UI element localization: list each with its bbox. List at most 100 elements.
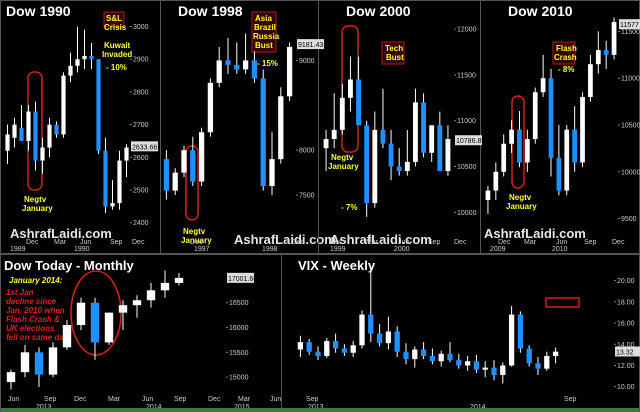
dow2010-last-value-box: [619, 19, 640, 30]
dow2000-candle-4: [356, 79, 361, 126]
dow1990-ytick-label-2: 2800: [133, 89, 149, 96]
dow2010-ytick-label-2: 10500: [621, 123, 640, 130]
annotation-minus-10: - 10%: [106, 63, 127, 72]
dow2000-candle-3: [348, 79, 353, 98]
dow2010-xtick-label-0: Dec: [498, 239, 511, 246]
dow1998-candle-2: [181, 150, 187, 173]
axes-layer: 3000 2900 2800 2700 2600 2500 2400 2633.66 Dec Ma…: [1, 19, 640, 412]
dow1990-candle-2: [19, 127, 24, 141]
annotation-asia-brazil-russia-bust: Asia Brazil Russia Bust: [253, 14, 280, 50]
dow2000-candle-0: [323, 139, 329, 149]
dow2000-last-value-box: [455, 135, 482, 146]
dow2010-candle-5: [524, 139, 530, 163]
annotation-sl-crisis: S&L Crisis: [104, 14, 127, 32]
dow1998-candle-8: [234, 64, 240, 70]
dow1990-candle-13: [96, 59, 101, 151]
candles-layer: [5, 17, 617, 390]
dow1990-ytick-label-5: 2500: [133, 188, 149, 195]
dow1998-candle-0: [163, 159, 170, 191]
vix-candle-23: [500, 365, 506, 376]
dow1990-candle-11: [82, 55, 87, 60]
dow2000-candle-11: [413, 102, 418, 162]
dowtoday-candle-6: [90, 302, 100, 343]
vix-candle-16: [438, 353, 444, 362]
dow1990-ytick-label-6: 2400: [133, 220, 149, 227]
axis-dow2010: 11500 11000 10500 10000 9500 11577 Dec Mar Jun Se…: [490, 19, 640, 253]
dow2000-candle-12: [421, 102, 426, 153]
annotation-minus-15: - 15%: [257, 59, 278, 68]
dowtoday-xtick-label-2: Dec: [74, 396, 87, 403]
dow1998-xtick-label-0: Dec: [190, 239, 203, 246]
dow2010-candle-10: [564, 129, 570, 191]
dow1990-candle-16: [117, 160, 122, 204]
vix-candle-7: [359, 314, 365, 346]
dowtoday-candle-9: [132, 300, 142, 306]
annotation-flash-crash: Flash Crash: [554, 44, 577, 62]
vix-candle-6: [350, 345, 356, 353]
note-line-1: 1st Jan: [6, 288, 34, 297]
vix-ytick-label-0: 20.00: [617, 278, 635, 285]
vix-ytick-label-2: 16.00: [617, 321, 635, 328]
dow1998-xtick-label-1: Dec: [292, 239, 305, 246]
dow2000-candle-9: [396, 166, 402, 172]
panel-dowtoday-title: Dow Today - Monthly: [4, 258, 135, 273]
dowtoday-last-value-label: 17001.66: [228, 276, 257, 283]
dow2010-candle-2: [501, 143, 507, 172]
vix-ytick-label-1: 18.00: [617, 299, 635, 306]
candles-dow1998: [163, 33, 293, 200]
dowtoday-ytick-label-3: 15000: [229, 375, 249, 382]
dowtoday-xtick-label-8: Jun: [270, 396, 281, 403]
panel-dow2000-title: Dow 2000: [346, 3, 411, 19]
dow2010-last-value-label: 11577: [620, 22, 639, 29]
note-line-5: UK elections: [6, 324, 55, 333]
dow2000-ytick-label-3: 10500: [457, 164, 477, 171]
bottom-band: [1, 408, 639, 412]
vix-candle-12: [403, 351, 409, 360]
dow1998-ytick-label-0: 9000: [299, 58, 315, 65]
dow1998-candle-4: [198, 132, 205, 182]
dow2010-candle-16: [611, 22, 617, 55]
dowtoday-year-label-1: 2014: [146, 404, 162, 411]
panel-dow1998-watermark: AshrafLaidi.com: [234, 232, 336, 247]
dow2010-candle-14: [595, 50, 601, 65]
vix-candle-21: [482, 367, 488, 370]
dow1998-candle-6: [216, 60, 222, 83]
vix-candle-22: [491, 367, 497, 376]
dow1998-candle-7: [225, 60, 231, 65]
vix-last-value-box: [615, 346, 640, 357]
dow2010-candle-11: [572, 129, 578, 163]
dow2010-candle-7: [540, 78, 546, 93]
dow2000-candle-14: [437, 125, 443, 172]
dow1990-candle-7: [54, 124, 59, 135]
dowtoday-xtick-label-0: Jun: [8, 396, 19, 403]
dowtoday-ytick-label-2: 15500: [229, 350, 249, 357]
note-line-4: Flash Crash &: [6, 315, 60, 324]
dowtoday-candle-5: [76, 302, 86, 326]
dowtoday-ytick-label-1: 16000: [229, 325, 249, 332]
dow1990-last-value-box: [131, 141, 158, 152]
annotation-kuwait-invaded: Kuwait Invaded: [102, 41, 132, 59]
dowtoday-candle-3: [48, 347, 58, 375]
dow1990-candle-8: [61, 75, 66, 135]
dow1990-candle-6: [47, 124, 52, 148]
dowtoday-candle-10: [146, 290, 156, 301]
dowtoday-candle-12: [174, 277, 184, 283]
vix-candle-27: [535, 363, 541, 369]
dow1990-last-value-label: 2633.66: [132, 144, 157, 151]
dow2010-candle-1: [493, 171, 499, 191]
dow1990-ytick-label-3: 2700: [133, 122, 149, 129]
vix-candle-28: [544, 355, 550, 369]
sl-crisis-box: [103, 11, 125, 28]
note-line-2: decline since: [6, 297, 57, 306]
panel-dow2010-watermark: AshrafLaidi.com: [484, 226, 586, 241]
dowtoday-xtick-label-5: Sep: [174, 396, 187, 403]
annotation-negtv-january-2000: Negtv January: [328, 153, 359, 171]
vix-candle-1: [306, 342, 312, 352]
dow1990-candle-15: [110, 203, 115, 207]
panel-dow1998-title: Dow 1998: [178, 3, 243, 19]
vix-candle-29: [552, 351, 559, 356]
dow1998-ytick-label-1: 8000: [299, 148, 315, 155]
dow1998-candle-3: [190, 150, 196, 182]
